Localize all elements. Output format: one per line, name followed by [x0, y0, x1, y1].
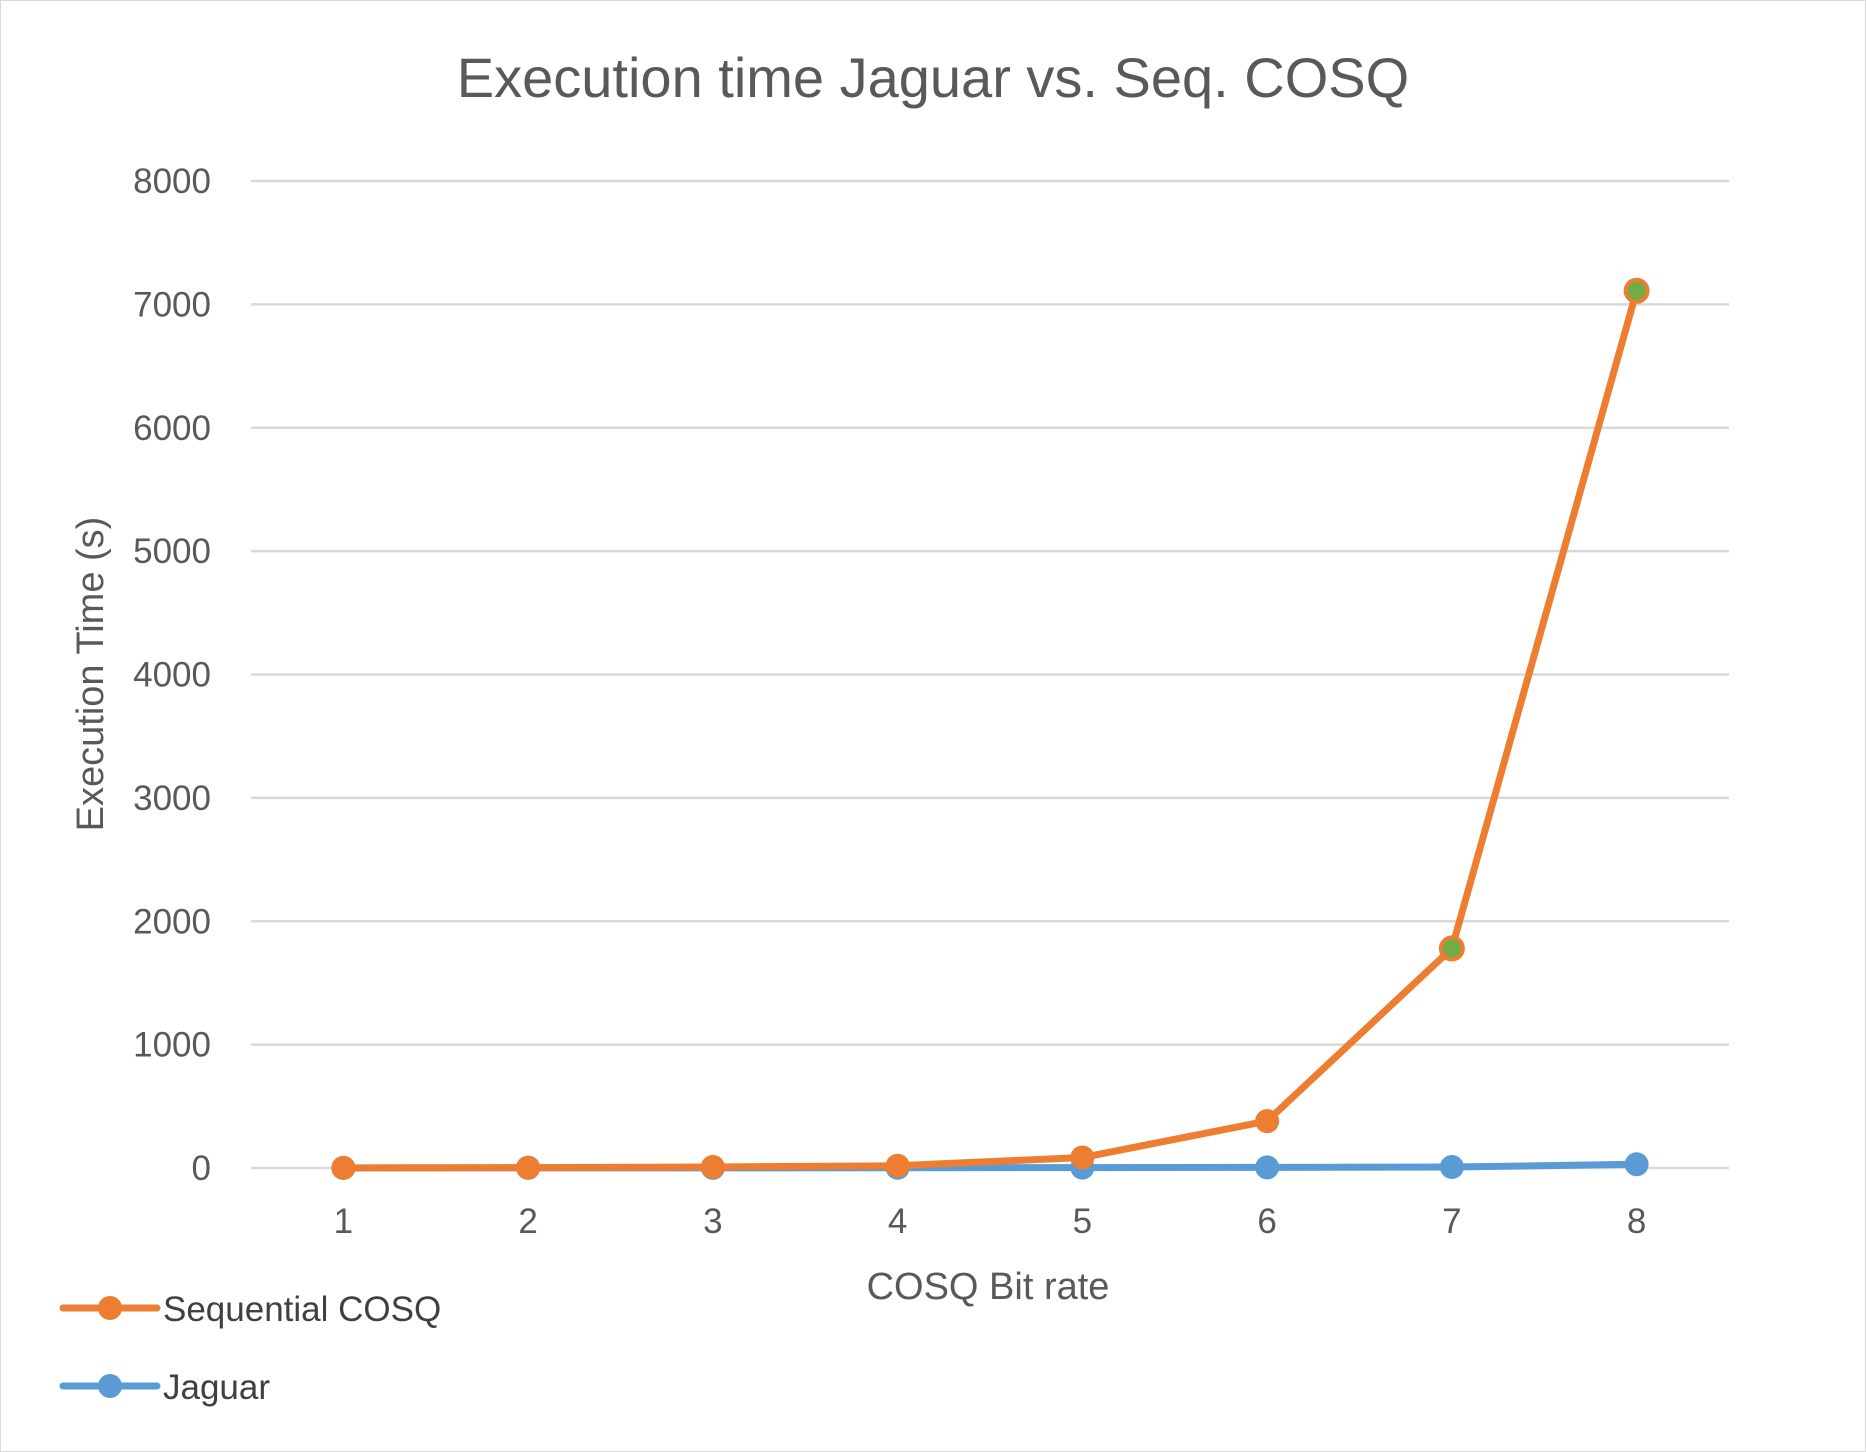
y-axis-title: Execution Time (s): [70, 517, 112, 832]
data-point-jaguar[interactable]: [1255, 1155, 1280, 1180]
data-point-sequential-cosq[interactable]: [1070, 1145, 1095, 1170]
x-tick-label: 1: [334, 1202, 353, 1241]
y-tick-label: 1000: [133, 1026, 211, 1065]
y-axis-ticks: 0 1000 2000 3000 4000 5000 6000 7000 8000: [133, 162, 211, 1188]
y-tick-label: 4000: [133, 656, 211, 695]
series-sequential-cosq: [331, 277, 1650, 1180]
x-axis-title: COSQ Bit rate: [867, 1266, 1110, 1308]
y-tick-label: 6000: [133, 409, 211, 448]
x-tick-label: 4: [888, 1202, 907, 1241]
x-axis-ticks: 1 2 3 4 5 6 7 8: [334, 1202, 1647, 1241]
legend-item-jaguar[interactable]: Jaguar: [59, 1368, 270, 1407]
data-point-sequential-cosq[interactable]: [1255, 1109, 1280, 1134]
y-tick-label: 0: [192, 1149, 211, 1188]
legend-label-jaguar: Jaguar: [163, 1368, 270, 1407]
x-tick-label: 2: [518, 1202, 537, 1241]
legend-item-sequential-cosq[interactable]: Sequential COSQ: [59, 1290, 441, 1329]
data-point-sequential-cosq[interactable]: [885, 1153, 910, 1178]
y-tick-label: 7000: [133, 285, 211, 324]
series-line-sequential-cosq: [339, 287, 1641, 1172]
series-layer: [331, 277, 1650, 1180]
x-tick-label: 5: [1073, 1202, 1092, 1241]
x-tick-label: 6: [1257, 1202, 1276, 1241]
legend-label-sequential-cosq: Sequential COSQ: [163, 1290, 441, 1329]
data-point-jaguar[interactable]: [1439, 1155, 1464, 1180]
chart-title: Execution time Jaguar vs. Seq. COSQ: [457, 46, 1409, 109]
x-tick-label: 8: [1627, 1202, 1646, 1241]
data-point-sequential-cosq[interactable]: [1438, 935, 1465, 962]
data-point-jaguar[interactable]: [1624, 1152, 1649, 1177]
data-point-sequential-cosq[interactable]: [700, 1155, 725, 1180]
y-tick-label: 3000: [133, 779, 211, 818]
y-tick-label: 8000: [133, 162, 211, 201]
x-tick-label: 3: [703, 1202, 722, 1241]
x-tick-label: 7: [1442, 1202, 1461, 1241]
gridlines: [251, 179, 1729, 1170]
legend-marker-jaguar: [98, 1374, 122, 1398]
y-tick-label: 2000: [133, 902, 211, 941]
data-point-sequential-cosq[interactable]: [331, 1155, 356, 1180]
data-point-sequential-cosq[interactable]: [1623, 277, 1650, 304]
legend-marker-sequential-cosq: [98, 1296, 122, 1320]
data-point-sequential-cosq[interactable]: [516, 1155, 541, 1180]
y-tick-label: 5000: [133, 532, 211, 571]
legend: Sequential COSQ Jaguar: [59, 1290, 441, 1407]
